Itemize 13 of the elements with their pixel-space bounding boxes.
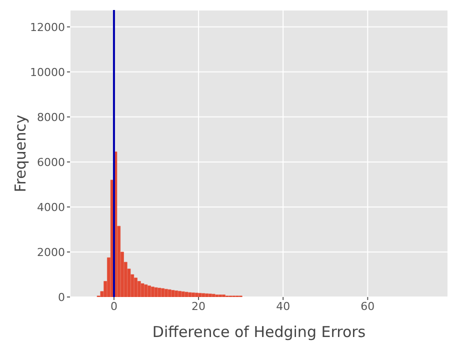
y-tick-label: 8000 xyxy=(37,110,65,124)
x-tick-label: 0 xyxy=(110,300,118,313)
y-tick-label: 12000 xyxy=(30,20,65,34)
x-tick-label: 40 xyxy=(276,300,290,313)
x-tick-label: 20 xyxy=(192,300,206,313)
y-axis-title: Frequency xyxy=(11,114,30,192)
x-axis-title: Difference of Hedging Errors xyxy=(152,323,366,341)
y-tick-label: 4000 xyxy=(37,200,65,214)
y-tick-label: 6000 xyxy=(37,156,65,169)
x-tick-label: 60 xyxy=(360,300,375,313)
y-tick-label: 0 xyxy=(58,290,65,304)
y-tick-label: 10000 xyxy=(30,66,65,79)
y-tick-label: 2000 xyxy=(37,246,65,259)
